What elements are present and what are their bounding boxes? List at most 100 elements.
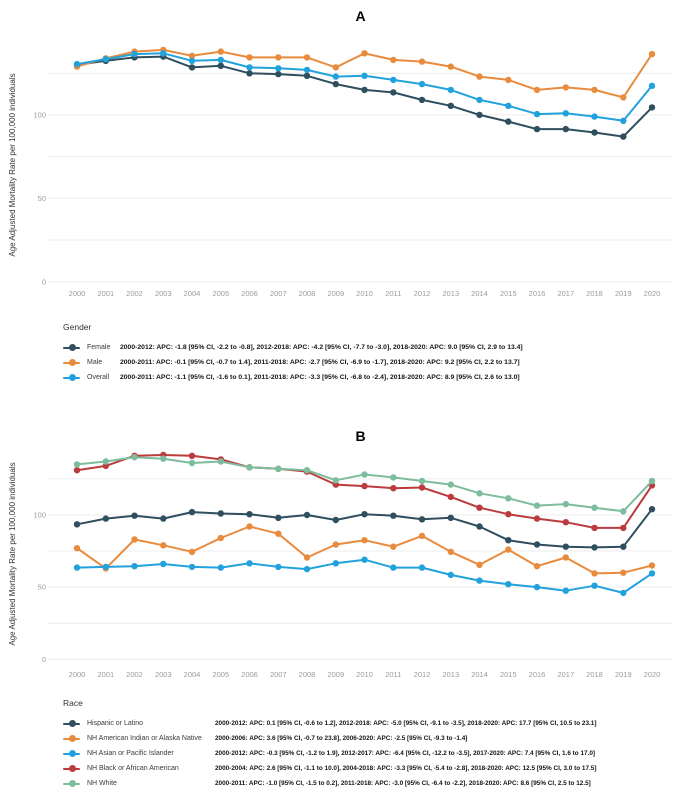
series-point: [332, 477, 339, 484]
series-point: [131, 454, 138, 461]
series-point: [303, 565, 311, 573]
series-point: [160, 50, 167, 57]
series-point: [476, 561, 483, 568]
series-point: [591, 86, 598, 94]
x-tick-label: 2008: [299, 289, 316, 298]
legend-item: NH White 2000-2011: APC: -1.0 [95% CI, -1…: [63, 776, 596, 791]
legend-item-label: NH Black or African American: [87, 765, 179, 772]
x-tick-label: 2004: [184, 289, 201, 298]
x-tick-label: 2005: [212, 289, 229, 298]
series-point: [131, 563, 138, 570]
series-point: [620, 589, 627, 597]
series-point: [332, 64, 339, 71]
legend-line-point-icon: [63, 764, 87, 774]
series-point: [476, 490, 483, 497]
series-point: [390, 543, 397, 550]
x-tick-label: 2007: [270, 670, 287, 679]
series-point: [390, 564, 397, 571]
series-point: [73, 467, 81, 474]
legend-item-apc-text: 2000-2011: APC: -1.0 [95% CI, -1.5 to 0.…: [215, 780, 591, 787]
series-point: [447, 63, 454, 70]
series-point: [562, 84, 569, 91]
x-tick-label: 2020: [644, 289, 661, 298]
series-point: [505, 495, 512, 502]
x-tick-label: 2011: [385, 670, 401, 679]
x-tick-label: 2017: [557, 670, 574, 679]
x-tick-label: 2008: [299, 670, 316, 679]
series-point: [562, 587, 569, 594]
series-point: [418, 80, 426, 88]
series-point: [620, 508, 627, 515]
x-tick-label: 2011: [385, 289, 401, 298]
legend-line-point-icon: [63, 734, 87, 744]
series-point: [447, 493, 454, 501]
series-point: [102, 462, 110, 470]
series-point: [102, 458, 110, 465]
series-point: [275, 530, 282, 537]
series-point: [361, 482, 368, 490]
legend-item-label: Hispanic or Latino: [87, 720, 144, 727]
series-point: [390, 76, 397, 84]
series-point: [476, 96, 483, 104]
series-point: [246, 70, 253, 77]
legend-item: NH American Indian or Alaska Native 2000-…: [63, 731, 596, 746]
series-point: [188, 459, 196, 467]
series-point: [562, 110, 569, 117]
series-point: [188, 548, 196, 555]
legend-item-label: NH White: [87, 780, 117, 787]
series-point: [591, 129, 598, 136]
series-point: [418, 532, 426, 540]
legend-item-apc-text: 2000-2006: APC: 3.6 [95% CI, -0.7 to 23.…: [215, 735, 468, 742]
x-tick-label: 2003: [155, 289, 172, 298]
series-point: [361, 50, 368, 57]
x-tick-label: 2006: [241, 670, 258, 679]
series-point: [73, 564, 81, 571]
y-tick-label: 50: [38, 194, 46, 203]
series-point: [620, 524, 627, 532]
chart-a-legend-title: Gender: [63, 322, 92, 332]
x-tick-label: 2018: [586, 670, 603, 679]
legend-item-apc-text: 2000-2012: APC: -0.3 [95% CI, -1.2 to 1.…: [215, 750, 596, 757]
series-point: [361, 471, 368, 478]
series-point: [447, 571, 454, 579]
legend-line-point-icon: [63, 358, 87, 368]
legend-item-apc-text: 2000-2012: APC: 0.1 [95% CI, -0.6 to 1.2…: [215, 720, 597, 727]
legend-item-apc-text: 2000-2004: APC: 2.6 [95% CI, -1.1 to 10.…: [215, 765, 597, 772]
series-point: [332, 73, 339, 80]
series-point: [447, 102, 454, 110]
x-tick-label: 2009: [327, 670, 344, 679]
chart-b-legend: Race Hispanic or Latino 2000-2012: APC: 0…: [63, 698, 596, 791]
chart-a-legend: Gender Female 2000-2012: APC: -1.8 [95% C…: [63, 322, 523, 385]
series-point: [476, 73, 483, 80]
series-point: [390, 485, 397, 492]
x-tick-label: 2020: [644, 670, 661, 679]
x-tick-label: 2001: [97, 670, 114, 679]
x-axis-tick-labels: 2000 2001 2002 2003 2004 2005 2006 2007 2008 2009…: [69, 289, 661, 298]
y-tick-label: 100: [33, 511, 46, 520]
series-point: [476, 577, 483, 584]
series-point: [275, 70, 282, 78]
x-tick-label: 2017: [557, 289, 574, 298]
series-point: [505, 76, 512, 84]
legend-item-apc-text: 2000-2011: APC: -0.1 [95% CI, -0.7 to 1.…: [120, 359, 520, 366]
series-point: [390, 512, 397, 519]
legend-line-point-icon: [63, 779, 87, 789]
y-tick-label: 0: [42, 655, 46, 664]
legend-item: Overall 2000-2011: APC: -1.1 [95% CI, -1.…: [63, 370, 523, 385]
series-point: [648, 82, 656, 90]
legend-line-point-icon: [63, 343, 87, 353]
series-point: [188, 57, 196, 64]
series-point: [476, 523, 483, 530]
series-point: [160, 455, 167, 462]
series-point: [217, 534, 224, 542]
y-tick-label: 100: [33, 111, 46, 120]
x-tick-label: 2015: [500, 670, 517, 679]
series-point: [160, 560, 167, 568]
series-point: [591, 504, 598, 511]
x-tick-label: 2000: [69, 670, 86, 679]
series-point: [533, 502, 541, 509]
x-tick-label: 2001: [97, 289, 114, 298]
series-point: [246, 560, 253, 567]
